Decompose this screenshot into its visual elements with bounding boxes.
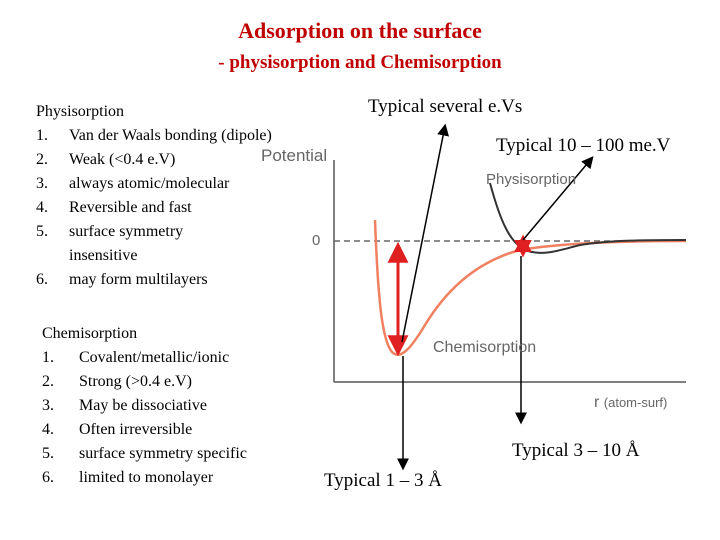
chemisorption-heading: Chemisorption — [42, 325, 138, 342]
page-subtitle: - physisorption and Chemisorption — [218, 52, 502, 73]
note-several-ev: Typical several e.Vs — [368, 96, 523, 117]
item-text: surface symmetry specific — [79, 445, 247, 462]
note-mev: Typical 10 – 100 me.V — [496, 135, 671, 156]
list-item: 6. may form multilayers — [36, 268, 286, 292]
potential-axis-label: Potential — [261, 146, 328, 165]
list-item: 3. May be dissociative — [42, 394, 302, 418]
item-text: may form multilayers — [69, 271, 208, 288]
item-text: Reversible and fast — [69, 199, 192, 216]
chemisorption-curve — [373, 219, 687, 356]
physisorption-heading: Physisorption — [36, 103, 125, 120]
arrow-mev — [522, 156, 594, 241]
item-number: 1. — [42, 349, 54, 366]
list-item: 1. Van der Waals bonding (dipole) — [36, 124, 286, 148]
item-number: 5. — [42, 445, 54, 462]
list-item: 5. surface symmetry insensitive — [36, 220, 286, 268]
item-text: limited to monolayer — [79, 469, 214, 486]
list-item: 3. always atomic/molecular — [36, 172, 286, 196]
item-text: Strong (>0.4 e.V) — [79, 373, 193, 390]
x-axis-sub: (atom-surf) — [603, 395, 668, 410]
item-number: 2. — [42, 373, 54, 390]
zero-label: 0 — [312, 232, 321, 249]
page-title: Adsorption on the surface — [238, 18, 482, 43]
note-3-10-angstrom: Typical 3 – 10 Å — [512, 440, 640, 461]
item-text: Weak (<0.4 e.V) — [69, 151, 176, 168]
list-item: 2. Weak (<0.4 e.V) — [36, 148, 286, 172]
list-item: 4. Reversible and fast — [36, 196, 286, 220]
chemisorption-label: Chemisorption — [433, 339, 537, 356]
item-text: Covalent/metallic/ionic — [79, 349, 230, 366]
item-text: May be dissociative — [79, 397, 207, 414]
item-text: surface symmetry insensitive — [69, 223, 184, 264]
item-text: Often irreversible — [79, 421, 193, 438]
chemisorption-list: Chemisorption 1. Covalent/metallic/ionic … — [42, 322, 302, 490]
item-text: Van der Waals bonding (dipole) — [69, 127, 272, 144]
x-axis-r: r — [594, 394, 600, 411]
item-number: 3. — [42, 397, 54, 414]
list-item: 5. surface symmetry specific — [42, 442, 302, 466]
list-item: 6. limited to monolayer — [42, 466, 302, 490]
x-axis-label: r (atom-surf) — [594, 394, 667, 412]
item-number: 2. — [36, 151, 48, 168]
physisorption-label: Physisorption — [486, 171, 577, 188]
arrow-several-ev — [401, 123, 450, 343]
item-number: 4. — [36, 199, 48, 216]
item-number: 1. — [36, 127, 48, 144]
item-number: 6. — [36, 271, 48, 288]
item-number: 6. — [42, 469, 54, 486]
item-text: always atomic/molecular — [69, 175, 230, 192]
list-item: 4. Often irreversible — [42, 418, 302, 442]
list-item: 1. Covalent/metallic/ionic — [42, 346, 302, 370]
physisorption-list: Physisorption 1. Van der Waals bonding (d… — [36, 100, 286, 292]
list-item: 2. Strong (>0.4 e.V) — [42, 370, 302, 394]
item-number: 5. — [36, 223, 48, 240]
note-1-3-angstrom: Typical 1 – 3 Å — [324, 470, 442, 491]
item-number: 3. — [36, 175, 48, 192]
physisorption-curve — [489, 182, 687, 254]
item-number: 4. — [42, 421, 54, 438]
